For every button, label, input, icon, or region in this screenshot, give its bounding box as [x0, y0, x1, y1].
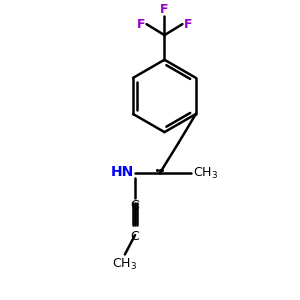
Text: CH$_3$: CH$_3$	[112, 257, 137, 272]
Text: C: C	[130, 230, 140, 243]
Text: F: F	[184, 18, 192, 31]
Text: F: F	[160, 3, 169, 16]
Text: C: C	[130, 199, 140, 212]
Text: CH$_3$: CH$_3$	[193, 166, 218, 181]
Text: HN: HN	[110, 165, 134, 179]
Text: F: F	[136, 18, 145, 31]
